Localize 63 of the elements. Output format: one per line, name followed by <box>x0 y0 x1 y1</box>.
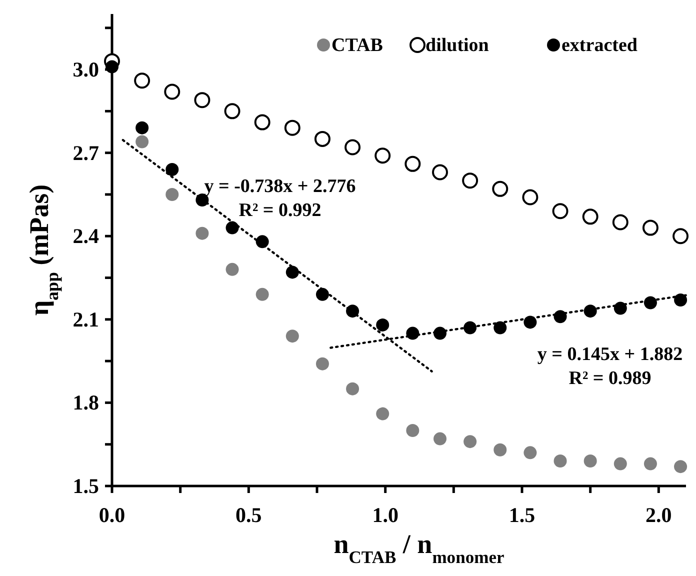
point <box>524 446 537 460</box>
legend-label: dilution <box>426 35 490 56</box>
point <box>286 330 299 343</box>
point <box>136 121 149 134</box>
x-tick-label: 1.5 <box>508 503 536 527</box>
point <box>584 454 597 468</box>
point <box>374 148 391 164</box>
point <box>406 424 420 437</box>
point <box>314 130 330 147</box>
point <box>612 214 628 230</box>
point <box>164 84 180 100</box>
point <box>316 357 329 370</box>
point <box>256 288 269 301</box>
point <box>106 60 118 74</box>
point <box>346 382 360 396</box>
point <box>494 321 507 334</box>
point <box>166 188 179 201</box>
point <box>316 288 329 301</box>
point <box>674 460 688 474</box>
y-tick-label: 3.0 <box>72 58 99 82</box>
x-tick-label: 1.0 <box>372 503 398 527</box>
legend-label: extracted <box>562 35 638 56</box>
x-tick-label: 0.0 <box>98 503 126 527</box>
point <box>492 180 508 197</box>
point <box>344 139 361 156</box>
point <box>432 164 448 180</box>
point <box>582 208 598 225</box>
point <box>286 266 299 279</box>
point <box>674 293 688 306</box>
point <box>224 103 240 120</box>
point <box>462 172 478 189</box>
point <box>552 203 568 220</box>
point <box>254 114 270 130</box>
point <box>226 262 239 276</box>
point <box>194 92 210 108</box>
y-tick-label: 2.1 <box>72 307 99 332</box>
point <box>494 443 507 456</box>
y-tick-label: 1.5 <box>72 474 99 498</box>
y-tick-label: 2.4 <box>72 224 100 248</box>
point <box>614 457 627 470</box>
point <box>196 226 209 240</box>
point <box>226 221 239 234</box>
y-tick-label: 2.7 <box>72 140 99 165</box>
point <box>554 454 567 468</box>
x-tick-label: 0.5 <box>236 503 262 527</box>
point <box>644 457 657 470</box>
y-tick-label: 1.8 <box>72 390 99 415</box>
legend-label: CTAB <box>332 35 384 56</box>
point <box>464 435 477 448</box>
point <box>376 318 390 332</box>
annotation: y = 0.145x + 1.882 R² = 0.989 <box>537 344 683 389</box>
point <box>522 189 538 206</box>
x-axis-title: n$_{CTAB}$ / n$_{monomer}$ <box>334 529 504 567</box>
point <box>672 228 689 244</box>
point <box>434 432 446 446</box>
point <box>134 72 150 89</box>
point <box>166 162 179 176</box>
point <box>376 407 390 420</box>
point <box>404 156 421 172</box>
point <box>284 120 300 136</box>
point <box>136 135 149 148</box>
x-tick-label: 2.0 <box>646 503 672 527</box>
point <box>642 220 658 236</box>
